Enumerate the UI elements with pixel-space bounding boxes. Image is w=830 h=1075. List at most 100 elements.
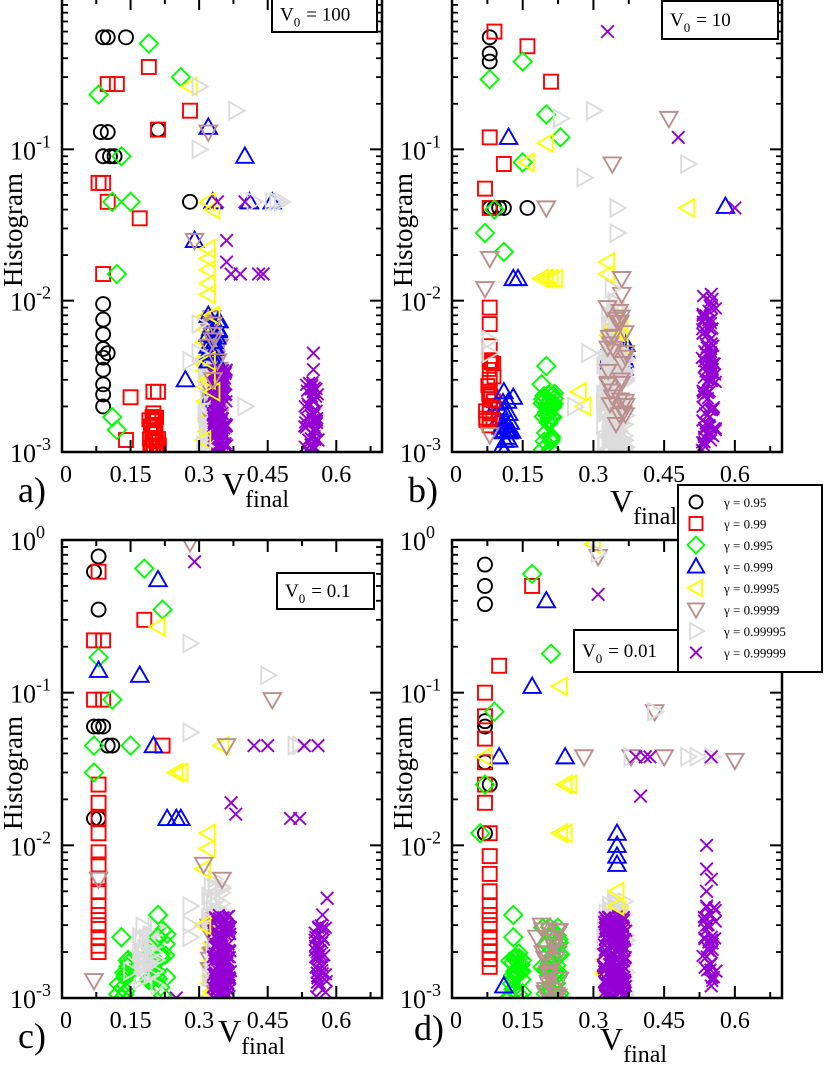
data-point [531, 373, 553, 395]
data-point [191, 76, 210, 97]
data-point [707, 400, 721, 414]
y-tick-label: 10-2 [10, 283, 51, 317]
data-point [215, 427, 229, 442]
data-point [191, 138, 210, 160]
data-point [95, 386, 112, 403]
data-point [88, 647, 110, 668]
data-point [559, 774, 578, 795]
data-point [95, 718, 112, 735]
data-point [191, 342, 210, 364]
data-point [83, 762, 105, 783]
data-point [224, 795, 239, 810]
data-point [136, 611, 153, 628]
data-point [247, 738, 261, 753]
data-point [549, 929, 569, 950]
annotation-box [271, 0, 378, 33]
data-point [481, 299, 498, 316]
data-point [184, 229, 205, 248]
data-point [202, 304, 221, 326]
data-point [311, 921, 325, 935]
data-point [197, 304, 219, 323]
panel-c: 0 0.15 0.3 0.45 0.6 100 10-1 10-2 10-3 Histogram V… [0, 522, 384, 1060]
data-point [481, 825, 498, 842]
data-point [598, 943, 612, 957]
data-point [132, 941, 151, 963]
x-tick-label: 0 [60, 462, 72, 488]
data-point [591, 587, 606, 602]
data-point [469, 822, 491, 844]
data-point [320, 891, 335, 906]
data-point [488, 746, 510, 765]
x-tick-label: 0.45 [247, 1008, 289, 1034]
data-point [724, 752, 746, 772]
data-point [207, 353, 228, 372]
data-point [603, 340, 623, 358]
data-point [147, 568, 169, 588]
data-point [144, 937, 162, 958]
data-point [545, 990, 566, 998]
data-point [576, 167, 595, 189]
data-point [601, 314, 619, 335]
data-point [544, 383, 565, 403]
data-point [156, 934, 177, 954]
data-point [147, 904, 169, 926]
data-point [498, 429, 519, 448]
data-point [208, 877, 226, 897]
x-tick-label: 0 [60, 1008, 72, 1034]
x-tick-label: 0.3 [578, 1008, 608, 1034]
data-point [606, 834, 628, 853]
data-point [611, 309, 632, 327]
plot-frame [450, 0, 784, 454]
y-axis-label: Histogram [388, 716, 418, 830]
data-point [150, 976, 168, 996]
data-point [196, 435, 215, 452]
legend-marker [688, 516, 704, 531]
data-point [101, 191, 123, 213]
data-point [182, 102, 198, 119]
data-point [535, 104, 557, 125]
data-point [86, 632, 102, 649]
data-point [704, 978, 719, 993]
data-point [615, 393, 636, 411]
data-point [477, 718, 493, 735]
data-point [533, 406, 554, 427]
data-point [697, 910, 711, 924]
data-point [297, 738, 312, 753]
data-point [90, 548, 107, 565]
data-point [697, 344, 711, 358]
data-point [600, 24, 615, 39]
legend-marker [689, 645, 703, 660]
data-point [197, 822, 216, 844]
data-point [709, 914, 723, 928]
data-point [182, 540, 198, 554]
data-point [540, 962, 561, 980]
data-point [313, 977, 327, 991]
data-point [122, 389, 139, 406]
data-point [216, 910, 231, 924]
data-point [521, 675, 543, 694]
data-point [133, 970, 151, 991]
data-point [705, 933, 719, 947]
data-point [95, 311, 112, 328]
plot-frame [60, 0, 384, 454]
plot-area [88, 29, 325, 452]
data-point [219, 972, 233, 986]
data-point [609, 222, 628, 244]
data-point [193, 858, 212, 880]
data-point [493, 241, 515, 263]
legend-label: γ = 0.9995 [723, 581, 779, 596]
data-point [152, 985, 173, 998]
data-point [519, 199, 536, 216]
data-point [90, 601, 107, 618]
data-point [538, 975, 558, 993]
data-point [182, 926, 201, 948]
data-point [612, 930, 626, 944]
data-point [140, 59, 157, 75]
data-point [699, 918, 714, 933]
data-point [609, 197, 628, 219]
data-point [212, 911, 226, 925]
data-point [99, 193, 116, 210]
data-point [203, 891, 221, 912]
data-point [611, 271, 633, 290]
